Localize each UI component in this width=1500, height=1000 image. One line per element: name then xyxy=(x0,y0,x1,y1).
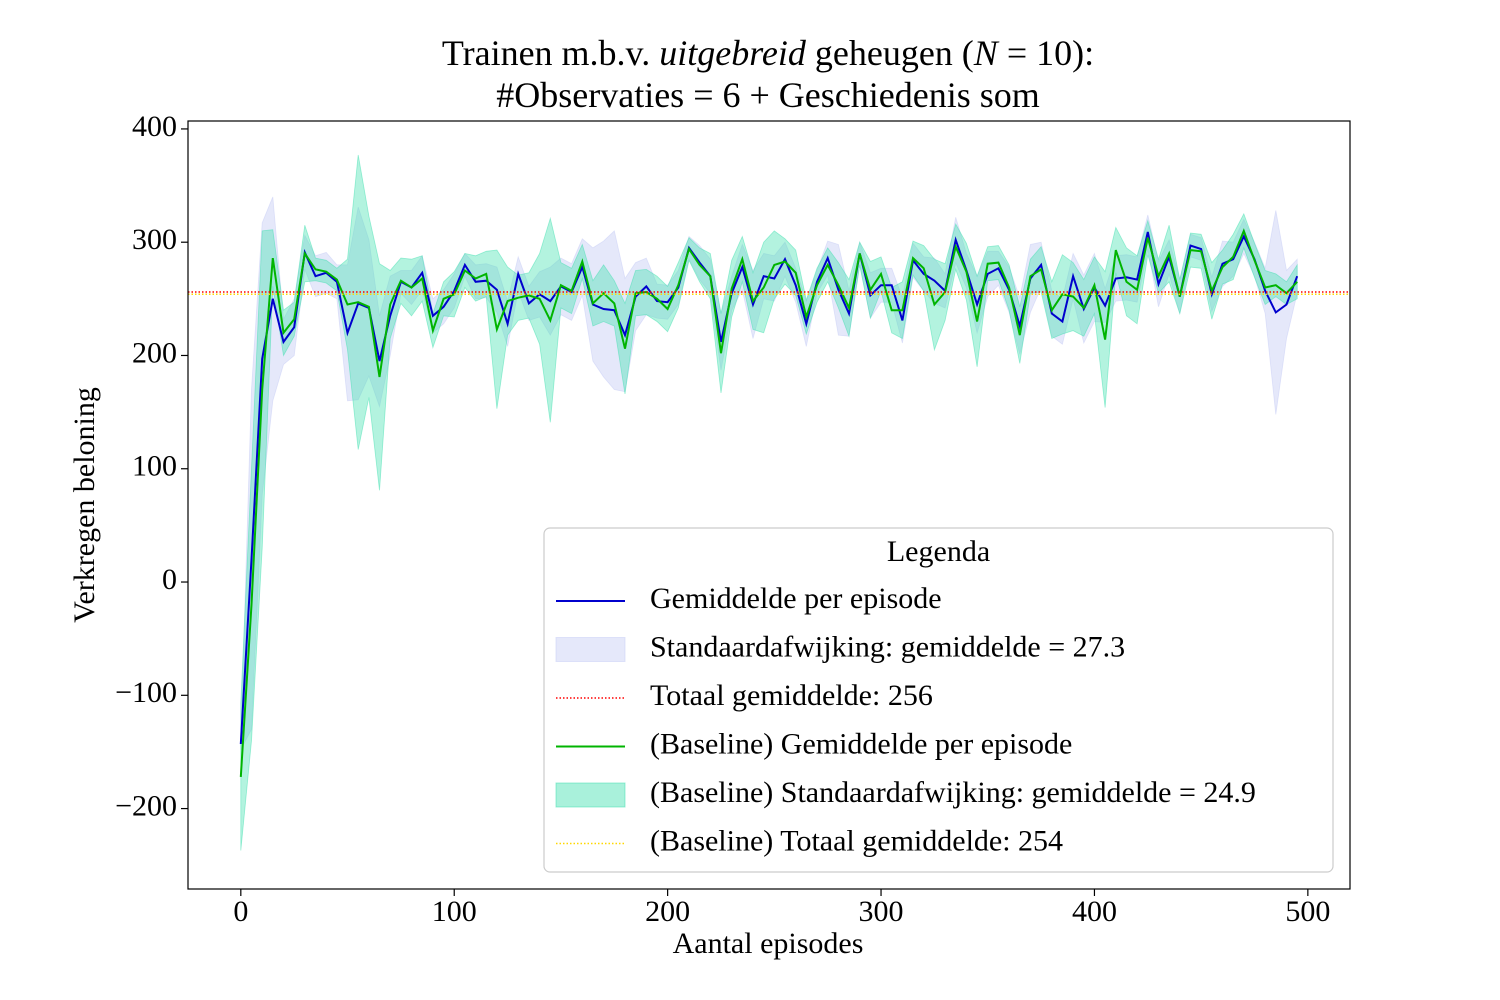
legend-band-handle xyxy=(555,637,626,662)
legend-label: Totaal gemiddelde: 256 xyxy=(650,679,933,712)
y-tick-label: −200 xyxy=(115,789,177,822)
title-segment: #Observaties = 6 + Geschiedenis som xyxy=(496,75,1040,115)
chart-title: #Observaties = 6 + Geschiedenis som xyxy=(496,75,1040,115)
x-tick-label: 500 xyxy=(1285,895,1330,928)
legend-label: (Baseline) Totaal gemiddelde: 254 xyxy=(650,824,1063,857)
y-axis-label: Verkregen beloning xyxy=(68,387,101,623)
title-segment: Trainen m.b.v. xyxy=(442,33,659,73)
legend-label: (Baseline) Gemiddelde per episode xyxy=(650,727,1072,760)
y-tick-label: 400 xyxy=(132,110,177,143)
legend-band-handle xyxy=(555,782,626,808)
x-tick-label: 200 xyxy=(645,895,690,928)
legend-label: (Baseline) Standaardafwijking: gemiddeld… xyxy=(650,776,1256,809)
legend-box xyxy=(543,527,1334,873)
title-segment: geheugen ( xyxy=(806,33,974,73)
x-tick-label: 300 xyxy=(859,895,904,928)
x-tick-label: 400 xyxy=(1072,895,1117,928)
title-segment: uitgebreid xyxy=(659,33,807,73)
title: Trainen m.b.v. uitgebreid geheugen (N = … xyxy=(442,33,1094,115)
x-axis-label: Aantal episodes xyxy=(673,927,864,960)
mean-line xyxy=(239,228,1298,777)
legend-label: Standaardafwijking: gemiddelde = 27.3 xyxy=(650,630,1125,663)
legend-label: Gemiddelde per episode xyxy=(650,582,942,615)
legend: Legenda Gemiddelde per episode Standaardaf… xyxy=(543,527,1334,873)
y-tick-label: 300 xyxy=(132,223,177,256)
legend-title: Legenda xyxy=(887,535,990,568)
chart-title: Trainen m.b.v. uitgebreid geheugen (N = … xyxy=(442,33,1094,73)
y-tick-label: 100 xyxy=(132,450,177,483)
plot-frame xyxy=(187,120,1351,890)
axes: 0 100 200 300 400 500 −200 −100 0 100 200 300 400 xyxy=(115,110,1330,928)
y-tick-label: 0 xyxy=(162,563,177,596)
y-tick-label: 200 xyxy=(132,336,177,369)
title-segment: = 10): xyxy=(998,33,1094,73)
bands xyxy=(240,154,1298,851)
x-tick-label: 100 xyxy=(432,895,477,928)
std-band xyxy=(240,154,1298,851)
y-tick-label: −100 xyxy=(115,676,177,709)
lines xyxy=(188,228,1350,777)
title-segment: N xyxy=(973,33,1000,73)
x-tick-label: 0 xyxy=(233,895,248,928)
